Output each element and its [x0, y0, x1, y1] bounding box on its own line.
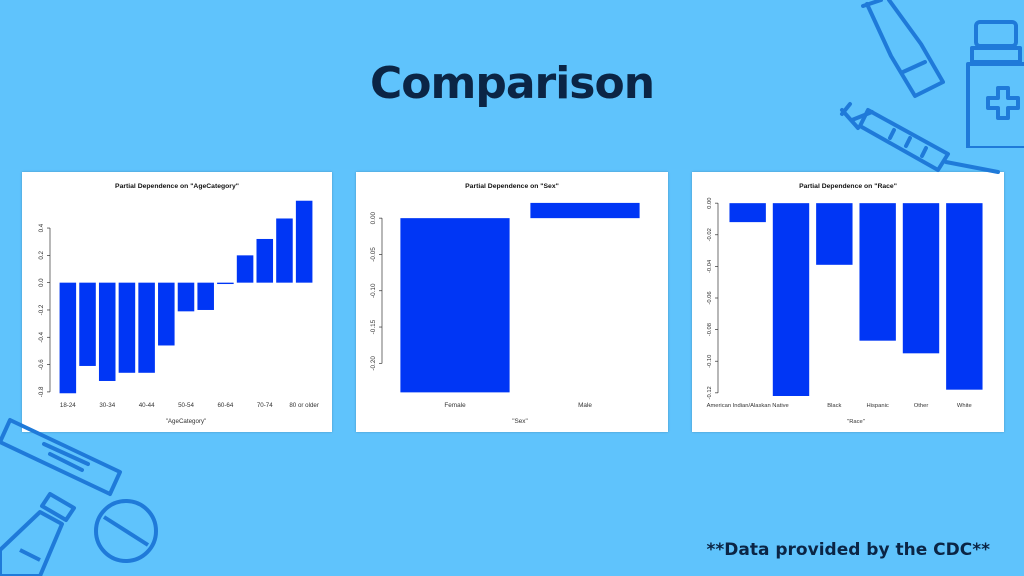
x-tick-label: 60-64 — [217, 402, 233, 409]
y-tick-label: -0.2 — [38, 304, 45, 315]
y-tick-label: 0.2 — [38, 250, 45, 259]
x-tick-label: 70-74 — [257, 402, 273, 409]
slide-title: Comparison — [369, 58, 655, 109]
bar-25-29 — [79, 282, 96, 366]
x-tick-label: Male — [578, 402, 592, 409]
chart-panel-sex: Partial Dependence on "Sex" 0.00 -0.05 -0.1… — [356, 172, 668, 432]
x-tick-label: 80 or older — [289, 402, 319, 409]
data-source-note: **Data provided by the CDC** — [706, 540, 991, 560]
x-tick-label: 50-54 — [178, 402, 194, 409]
bar-35-39 — [118, 282, 136, 373]
bar-18-24 — [59, 282, 77, 394]
pill-bottle-icon — [0, 492, 76, 576]
x-tick-label: Hispanic — [867, 403, 889, 409]
bar-female — [400, 218, 510, 393]
y-tick-label: -0.08 — [707, 323, 713, 336]
bar-hispanic — [859, 203, 896, 341]
bar-asian — [772, 203, 810, 396]
syringe-icon — [840, 102, 1000, 174]
y-tick-label: -0.4 — [38, 331, 45, 342]
x-tick-label: 40-44 — [139, 402, 155, 409]
y-tick-label: -0.20 — [370, 356, 377, 371]
x-tick-label: Black — [827, 403, 841, 409]
bar-male — [530, 202, 640, 219]
bar-75-79 — [276, 218, 293, 283]
y-tick-label: -0.15 — [370, 319, 377, 334]
x-axis-label: "AgeCategory" — [166, 418, 207, 425]
flask-icon — [861, 0, 945, 98]
x-axis-label: "Sex" — [512, 418, 528, 425]
x-axis-label: "Race" — [847, 419, 865, 425]
tablet-icon — [94, 499, 158, 563]
bar-40-44 — [138, 282, 155, 373]
chart-title: Partial Dependence on "Sex" — [465, 183, 559, 190]
x-tick-label: Female — [444, 402, 466, 409]
bar-50-54 — [177, 282, 195, 312]
y-tick-label: 0.00 — [707, 198, 713, 209]
y-tick-label: 0.00 — [370, 211, 377, 224]
y-tick-label: -0.06 — [707, 291, 713, 304]
chart-agecategory: Partial Dependence on "AgeCategory" 0.4 0.… — [38, 183, 319, 425]
chart-panel-race: Partial Dependence on "Race" 0.00 -0.02 -0.… — [692, 172, 1004, 432]
y-tick-label: -0.10 — [707, 355, 713, 368]
y-tick-label: -0.10 — [370, 283, 377, 298]
y-tick-label: -0.05 — [370, 247, 377, 262]
bar-other — [902, 203, 940, 354]
y-tick-label: 0.4 — [38, 223, 45, 232]
bar-70-74 — [256, 238, 274, 283]
y-tick-label: -0.02 — [707, 228, 713, 241]
bar-black — [816, 203, 853, 265]
pill-strip-icon — [0, 418, 122, 496]
bar-30-34 — [98, 282, 116, 381]
chart-title: Partial Dependence on "AgeCategory" — [115, 183, 239, 190]
chart-title: Partial Dependence on "Race" — [799, 183, 897, 190]
bar-80-or-older — [295, 200, 313, 283]
y-tick-label: -0.12 — [707, 386, 713, 399]
bar-60-64 — [217, 282, 234, 285]
bar-45-49 — [158, 282, 175, 346]
y-tick-label: -0.04 — [707, 259, 713, 273]
bar-american-indian-alaskan-native — [729, 203, 766, 223]
chart-sex: Partial Dependence on "Sex" 0.00 -0.05 -0.1… — [370, 183, 640, 425]
x-tick-label: White — [957, 403, 972, 409]
x-tick-label: American Indian/Alaskan Native — [707, 403, 789, 409]
x-tick-label: Other — [914, 403, 929, 409]
x-tick-label: 30-34 — [99, 402, 115, 409]
chart-panel-agecategory: Partial Dependence on "AgeCategory" 0.4 0.… — [22, 172, 332, 432]
y-tick-label: 0.0 — [38, 278, 45, 287]
bar-65-69 — [236, 255, 254, 283]
y-tick-label: -0.6 — [38, 359, 45, 370]
chart-race: Partial Dependence on "Race" 0.00 -0.02 -0.… — [707, 183, 983, 425]
bar-55-59 — [197, 282, 214, 310]
x-tick-label: 18-24 — [60, 402, 76, 409]
medicine-bottle-icon — [966, 20, 1024, 148]
y-tick-label: -0.8 — [38, 386, 45, 397]
bar-white — [946, 203, 983, 390]
